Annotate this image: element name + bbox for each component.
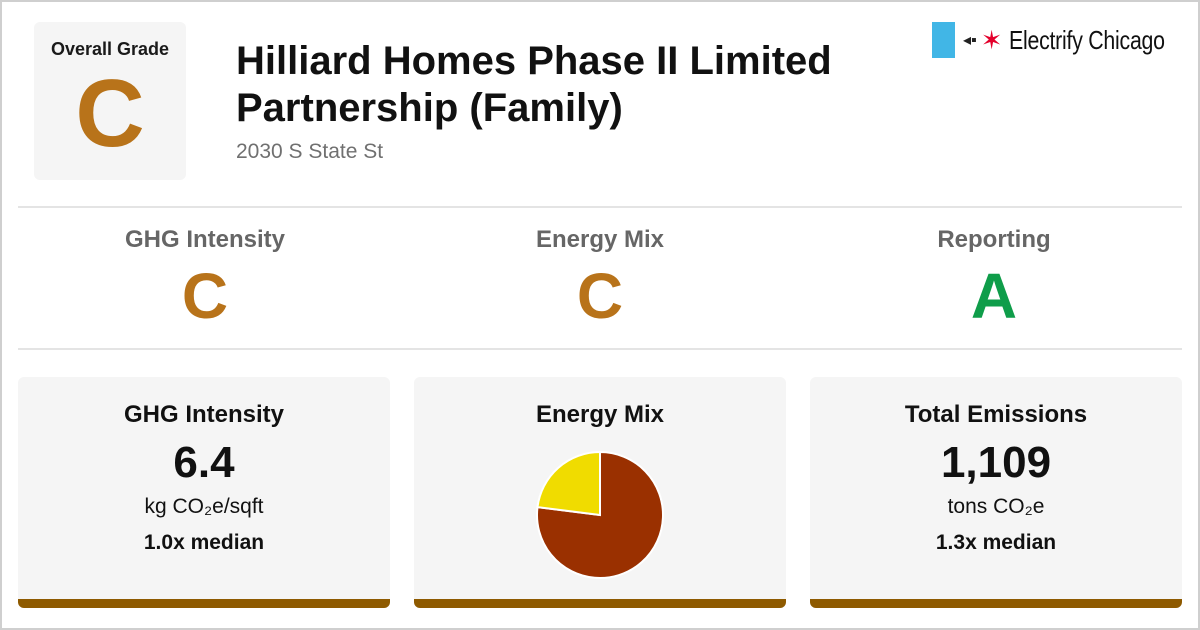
subgrade-letter: A bbox=[970, 260, 1018, 332]
total-emissions-median: 1.3x median bbox=[935, 531, 1057, 554]
overall-grade-label: Overall Grade bbox=[50, 39, 170, 59]
brand-name: Electrify Chicago bbox=[1008, 24, 1165, 55]
plug-icon: ◂▪ bbox=[963, 32, 977, 49]
card-title: GHG Intensity bbox=[123, 401, 285, 428]
pie-slice-0 bbox=[536, 450, 664, 579]
ghg-intensity-median: 1.0x median bbox=[143, 531, 265, 554]
total-emissions-unit: tons CO₂e bbox=[947, 495, 1045, 518]
pie-slice-1 bbox=[536, 450, 601, 517]
card-title: Total Emissions bbox=[904, 401, 1088, 428]
card-accent-bar bbox=[810, 599, 1182, 608]
subgrade-name: Energy Mix bbox=[535, 226, 665, 253]
card-title: Energy Mix bbox=[535, 401, 665, 428]
overall-grade-letter: C bbox=[75, 60, 145, 167]
card-accent-bar bbox=[414, 599, 786, 608]
card-accent-bar bbox=[18, 599, 390, 608]
subgrade-energy-mix: Energy Mix C bbox=[403, 226, 797, 328]
ghg-intensity-unit: kg CO₂e/sqft bbox=[144, 495, 264, 518]
subgrade-reporting: Reporting A bbox=[797, 226, 1191, 328]
subgrade-name: Reporting bbox=[937, 226, 1051, 253]
building-address: 2030 S State St bbox=[236, 140, 384, 163]
ghg-intensity-card: GHG Intensity 6.4 kg CO₂e/sqft 1.0x medi… bbox=[18, 377, 390, 608]
total-emissions-card: Total Emissions 1,109 tons CO₂e 1.3x med… bbox=[810, 377, 1182, 608]
subgrade-letter: C bbox=[181, 260, 229, 332]
divider bbox=[18, 348, 1182, 350]
building-name: Hilliard Homes Phase II Limited Partners… bbox=[236, 39, 832, 130]
energy-mix-card: Energy Mix bbox=[414, 377, 786, 608]
divider bbox=[18, 206, 1182, 208]
overall-grade-box: Overall Grade C bbox=[34, 22, 186, 180]
flag-stripe-icon bbox=[932, 22, 955, 58]
ghg-intensity-value: 6.4 bbox=[173, 438, 235, 487]
star-icon: ✶ bbox=[980, 25, 1003, 55]
subgrade-letter: C bbox=[576, 260, 624, 332]
subgrade-ghg: GHG Intensity C bbox=[8, 226, 402, 328]
energy-mix-pie-chart bbox=[536, 450, 664, 579]
subgrade-name: GHG Intensity bbox=[124, 226, 286, 253]
total-emissions-value: 1,109 bbox=[940, 438, 1052, 487]
brand-logo[interactable]: ◂▪ ✶ Electrify Chicago bbox=[932, 22, 1198, 58]
